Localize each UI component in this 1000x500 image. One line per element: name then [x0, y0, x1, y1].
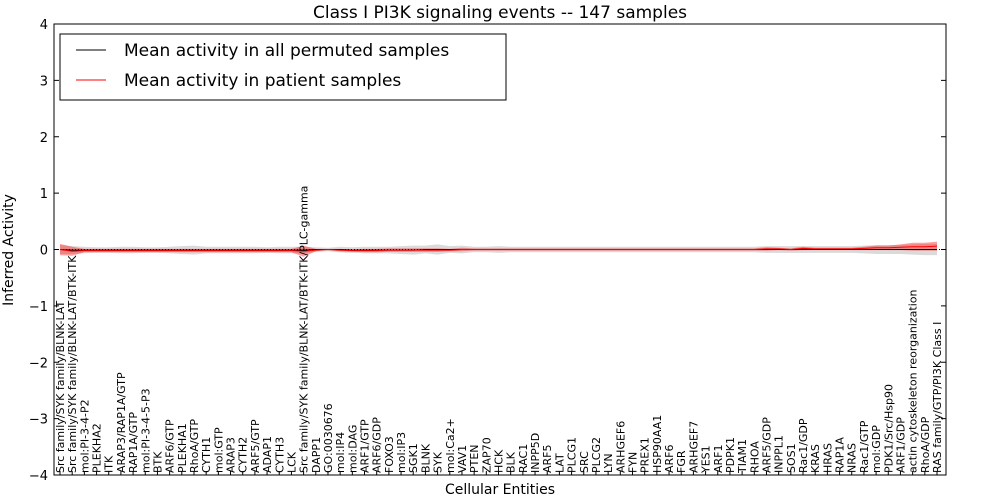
- x-tick-label: INPP5D: [529, 433, 542, 473]
- x-tick-label: CYTH3: [273, 437, 286, 473]
- y-tick-label: −1: [29, 300, 48, 315]
- x-tick-label: BTK: [151, 451, 164, 473]
- x-tick-label: ARF6/GDP: [371, 417, 384, 473]
- x-tick-label: Src family/SYK family/BLNK-LAT: [54, 300, 67, 473]
- x-axis-label: Cellular Entities: [445, 482, 555, 498]
- x-tick-label: FYN: [627, 452, 640, 473]
- x-tick-label: RhoA/GDP: [919, 416, 932, 473]
- x-tick-label: YES1: [700, 445, 713, 474]
- x-tick-label: HSP90AA1: [651, 415, 664, 473]
- x-tick-label: LCK: [285, 451, 298, 473]
- x-tick-label: PTEN: [468, 444, 481, 473]
- x-tick-label: PLEKHA1: [176, 423, 189, 473]
- x-tick-label: RAS family/GTP/PI3K Class I: [931, 322, 944, 473]
- x-tick-label: PDPK1: [724, 437, 737, 473]
- x-tick-label: KRAS: [809, 444, 822, 473]
- x-tick-label: NRAS: [846, 443, 859, 473]
- x-tick-label: ARF6/GTP: [164, 419, 177, 473]
- legend-label-permuted: Mean activity in all permuted samples: [124, 41, 449, 61]
- x-tick-label: mol:GDP: [870, 425, 883, 473]
- x-tick-label: mol:DAG: [346, 425, 359, 473]
- x-tick-label: FGR: [675, 450, 688, 473]
- x-tick-label: ARF6: [663, 445, 676, 474]
- plot-area: −4 −3 −2 −1 0 1 2 3 4 Src family/SYK family/BLNK-…: [29, 18, 947, 484]
- x-tick-label: ARHGEF6: [614, 421, 627, 473]
- x-tick-label: SOS1: [785, 443, 798, 473]
- chart-title: Class I PI3K signaling events -- 147 sam…: [313, 3, 687, 23]
- x-tick-label: PLEKHA2: [91, 423, 104, 473]
- x-tick-label: Rac1/GDP: [797, 418, 810, 473]
- x-tick-label: mol:IP3: [395, 432, 408, 473]
- x-tick-label: mol:IP4: [334, 432, 347, 473]
- x-tick-label: BLNK: [419, 443, 432, 473]
- x-tick-label: actin cytoskeleton reorganization: [907, 289, 920, 473]
- x-tick-label: PDK1/Src/Hsp90: [882, 384, 895, 473]
- legend: Mean activity in all permuted samples Me…: [59, 33, 507, 101]
- x-tick-label: ITK: [103, 455, 116, 473]
- x-tick-label: ARF1/GDP: [895, 417, 908, 473]
- y-tick-label: 4: [40, 18, 48, 33]
- x-tick-label: PLCG2: [590, 437, 603, 473]
- x-tick-label: mol:Ca2+: [444, 418, 457, 473]
- y-tick-label: −3: [29, 413, 48, 428]
- x-tick-label: RHOA: [748, 441, 761, 473]
- x-tick-label: ARF5/GDP: [761, 417, 774, 473]
- x-tick-label: Src family/SYK family/BLNK-LAT/BTK-ITK/P…: [298, 186, 311, 473]
- x-tick-label: GO:0030676: [322, 403, 335, 473]
- y-tick-label: 1: [40, 187, 48, 202]
- x-tick-label: Rac1/GTP: [858, 420, 871, 473]
- x-tick-label: RhoA/GTP: [188, 419, 201, 473]
- x-tick-label: LAT: [553, 453, 566, 473]
- x-tick-label: SYK: [432, 451, 445, 473]
- x-tick-label: ARF1/GTP: [359, 419, 372, 473]
- legend-box: [59, 33, 507, 101]
- x-tick-label: TIAM1: [736, 439, 749, 474]
- y-tick-label: −4: [29, 469, 48, 484]
- x-tick-label: PREX1: [639, 437, 652, 473]
- x-tick-label: VAV1: [456, 445, 469, 473]
- x-tick-label: SRC: [578, 451, 591, 473]
- x-tick-label: FOXO3: [383, 436, 396, 473]
- x-tick-label: ARF1: [712, 445, 725, 474]
- x-tick-label: mol:GTP: [212, 427, 225, 473]
- x-tick-label: RAP1A: [834, 437, 847, 473]
- x-tick-label: ZAP70: [480, 437, 493, 473]
- x-tick-label: SGK1: [407, 443, 420, 473]
- x-tick-label: CYTH2: [237, 437, 250, 473]
- y-axis-label: Inferred Activity: [1, 194, 17, 306]
- line-patient: [59, 245, 938, 252]
- x-tick-label: mol:PI-3-4-5-P3: [139, 388, 152, 473]
- x-tick-label: CYTH1: [200, 437, 213, 473]
- x-tick-label: HRAS: [821, 443, 834, 473]
- y-tick-label: 2: [40, 131, 48, 146]
- y-tick-label: 0: [40, 244, 48, 259]
- x-tick-label: PLCG1: [566, 437, 579, 473]
- x-tick-label: ARF5/GTP: [249, 419, 262, 473]
- x-tick-label: mol:PI-3-4-P2: [78, 399, 91, 473]
- legend-label-patient: Mean activity in patient samples: [124, 71, 401, 91]
- x-tick-label: ARAP3/RAP1A/GTP: [115, 372, 128, 473]
- x-tick-label: Src family/SYK family/BLNK-LAT/BTK-ITK: [66, 255, 79, 473]
- x-tick-label: ARF5: [541, 445, 554, 474]
- x-tick-label: RAP1A/GTP: [127, 412, 140, 473]
- x-tick-label: INPPL1: [773, 435, 786, 473]
- y-tick-label: −2: [29, 356, 48, 371]
- x-tick-label: BLK: [505, 451, 518, 473]
- x-tick-label: RAC1: [517, 444, 530, 473]
- x-tick-label: DAPP1: [310, 437, 323, 473]
- x-tick-label: HCK: [493, 449, 506, 473]
- x-tick-label: LYN: [602, 453, 615, 473]
- y-tick-label: 3: [40, 74, 48, 89]
- x-tick-label: ARAP3: [225, 437, 238, 473]
- x-tick-label: ARHGEF7: [687, 421, 700, 473]
- x-tick-label: ADAP1: [261, 436, 274, 473]
